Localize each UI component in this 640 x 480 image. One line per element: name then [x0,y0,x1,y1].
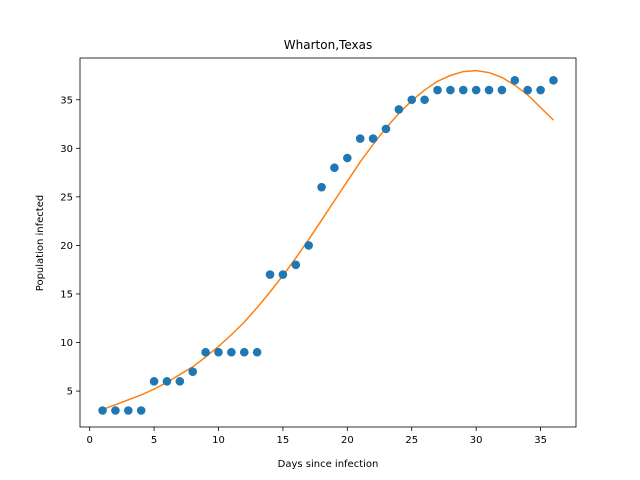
data-point [510,76,520,85]
data-point [188,367,198,376]
data-point [420,95,429,105]
data-point [549,76,558,85]
data-point [330,163,339,173]
data-point [433,85,442,95]
data-point [162,377,172,386]
plot-area: 0 5 10 15 20 25 30 35 5 10 15 20 25 30 35 [60,57,577,446]
y-tick-label: 5 [67,387,73,398]
x-tick-label: 15 [277,435,290,446]
data-point [343,153,352,163]
x-tick-label: 10 [212,435,225,446]
y-axis-label: Population infected [35,195,46,291]
x-tick-label: 35 [534,435,547,446]
data-point [227,347,236,357]
axes-frame [79,57,577,428]
x-tick-label: 30 [470,435,483,446]
data-point [214,347,223,357]
data-point [394,105,404,114]
x-tick-label: 0 [86,435,92,446]
data-point [368,134,378,143]
data-point [124,406,133,415]
data-point [446,85,455,95]
data-point [111,406,120,415]
x-tick-label: 5 [151,435,157,446]
data-point [407,95,417,105]
y-tick-label: 10 [60,338,73,349]
data-point [278,270,288,279]
data-point [317,182,326,192]
data-point [355,134,365,143]
data-point [484,85,494,95]
y-tick-label: 20 [60,241,73,252]
data-point [291,260,301,270]
data-point [536,85,545,95]
chart-title: Wharton,Texas [284,38,372,52]
data-point [239,347,249,357]
y-tick-label: 35 [60,95,73,106]
y-tick-label: 30 [60,144,73,155]
data-point [201,347,210,357]
data-point [523,85,532,95]
data-point [136,406,146,415]
x-tick-label: 25 [405,435,418,446]
data-point [175,377,185,386]
data-point [252,347,262,357]
data-point [497,85,507,95]
data-point [471,85,481,95]
data-point [265,270,275,279]
fit-line [102,69,554,411]
data-point [98,406,107,415]
x-axis-label: Days since infection [278,459,379,470]
data-point [458,85,468,95]
data-point [149,377,159,386]
y-tick-label: 25 [60,192,73,203]
x-tick-label: 20 [341,435,354,446]
data-point [381,124,391,134]
y-tick-label: 15 [60,289,73,300]
data-point [304,241,313,250]
